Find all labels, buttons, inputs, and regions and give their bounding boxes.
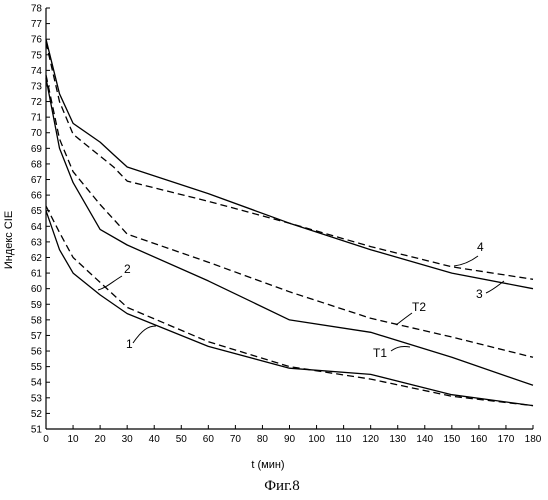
y-tick-label: 66 <box>31 191 43 202</box>
leader-line-t2 <box>396 313 412 325</box>
x-tick-label: 30 <box>122 434 134 445</box>
y-tick-label: 73 <box>31 81 43 92</box>
curve-label-4: 4 <box>477 240 484 254</box>
y-tick-label: 74 <box>31 66 43 77</box>
y-tick-label: 55 <box>31 362 43 373</box>
x-tick-label: 60 <box>203 434 215 445</box>
y-tick-label: 76 <box>31 35 43 46</box>
x-tick-label: 120 <box>362 434 379 445</box>
y-tick-label: 53 <box>31 393 43 404</box>
x-tick-label: 40 <box>149 434 161 445</box>
x-tick-label: 0 <box>43 434 49 445</box>
figure-caption: Фиг.8 <box>264 478 300 494</box>
curve-label-t2: T2 <box>412 300 426 314</box>
y-tick-label: 51 <box>31 425 43 436</box>
y-tick-label: 75 <box>31 50 43 61</box>
y-tick-label: 78 <box>31 4 43 15</box>
leader-line-t1 <box>391 346 410 351</box>
series-line-3 <box>46 39 533 289</box>
y-tick-label: 71 <box>31 113 43 124</box>
x-tick-label: 90 <box>284 434 296 445</box>
y-axis-ticks: 51 52 53 54 55 56 57 58 59 60 61 62 63 64 65 66 67 68 69 70… <box>31 4 50 436</box>
x-tick-label: 150 <box>443 434 460 445</box>
leader-line-3 <box>486 281 504 293</box>
y-tick-label: 70 <box>31 128 43 139</box>
curve-label-t1: T1 <box>373 346 387 360</box>
y-tick-label: 72 <box>31 97 43 108</box>
x-tick-label: 20 <box>95 434 107 445</box>
y-tick-label: 65 <box>31 206 43 217</box>
y-tick-label: 52 <box>31 409 43 420</box>
y-tick-label: 61 <box>31 269 43 280</box>
y-axis-title: Индекс CIE <box>3 211 15 269</box>
y-tick-label: 56 <box>31 347 43 358</box>
y-tick-label: 69 <box>31 144 43 155</box>
series-lines <box>46 39 533 405</box>
x-tick-label: 130 <box>389 434 406 445</box>
axes <box>46 8 533 429</box>
leader-line-4 <box>454 256 478 266</box>
y-tick-label: 64 <box>31 222 43 233</box>
x-tick-label: 180 <box>525 434 542 445</box>
y-tick-label: 58 <box>31 315 43 326</box>
y-tick-label: 62 <box>31 253 43 264</box>
x-axis-title: t (мин) <box>251 459 284 471</box>
x-tick-label: 10 <box>67 434 79 445</box>
y-tick-label: 67 <box>31 175 43 186</box>
y-tick-label: 68 <box>31 159 43 170</box>
series-line-4 <box>46 42 533 279</box>
curve-label-2: 2 <box>124 262 131 276</box>
x-tick-label: 100 <box>308 434 325 445</box>
series-line-t2 <box>46 75 533 357</box>
x-tick-label: 50 <box>176 434 188 445</box>
y-tick-label: 54 <box>31 378 43 389</box>
y-tick-label: 59 <box>31 300 43 311</box>
curve-label-3: 3 <box>476 287 483 301</box>
x-tick-label: 80 <box>257 434 269 445</box>
y-tick-label: 63 <box>31 237 43 248</box>
y-tick-label: 60 <box>31 284 43 295</box>
leader-line-1 <box>133 326 156 343</box>
curve-label-1: 1 <box>126 337 133 351</box>
x-tick-label: 70 <box>230 434 242 445</box>
y-tick-label: 57 <box>31 331 43 342</box>
leader-line-2 <box>98 276 122 290</box>
curve-labels: 1 2 3 4 T1 T2 <box>98 240 504 360</box>
x-tick-label: 110 <box>336 434 352 445</box>
x-tick-label: 170 <box>498 434 515 445</box>
x-tick-label: 140 <box>416 434 433 445</box>
y-tick-label: 77 <box>31 19 43 30</box>
series-line-2 <box>46 206 533 406</box>
x-tick-label: 160 <box>471 434 488 445</box>
x-axis-ticks: 0 10 20 30 40 50 60 70 80 90 100 110 120 130 140 150 160… <box>43 425 542 445</box>
